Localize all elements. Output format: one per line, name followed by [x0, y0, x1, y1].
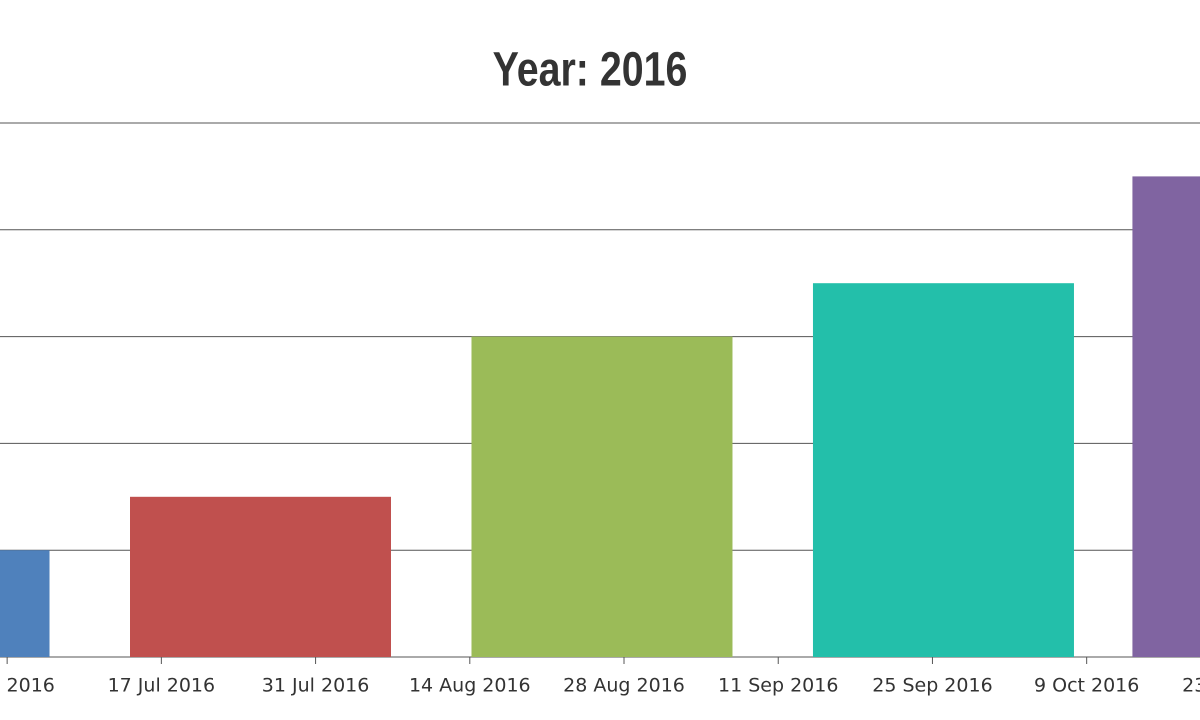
x-tick-label: 23 Oct 2016 [1182, 675, 1200, 697]
bar [471, 336, 733, 657]
x-tick-label: 3 Jul 2016 [0, 675, 55, 697]
x-tick-label: 31 Jul 2016 [262, 675, 370, 697]
x-tick-label: 11 Sep 2016 [718, 675, 838, 697]
bar [130, 496, 391, 657]
chart-title: Year: 2016 [493, 43, 688, 97]
x-tick-label: 14 Aug 2016 [409, 675, 531, 697]
x-tick-label: 28 Aug 2016 [563, 675, 685, 697]
x-tick-label: 17 Jul 2016 [108, 675, 216, 697]
x-tick-label: 25 Sep 2016 [872, 675, 992, 697]
bar [0, 550, 50, 657]
bar [1132, 176, 1200, 657]
x-tick-label: 9 Oct 2016 [1034, 675, 1139, 697]
bar [812, 283, 1074, 657]
